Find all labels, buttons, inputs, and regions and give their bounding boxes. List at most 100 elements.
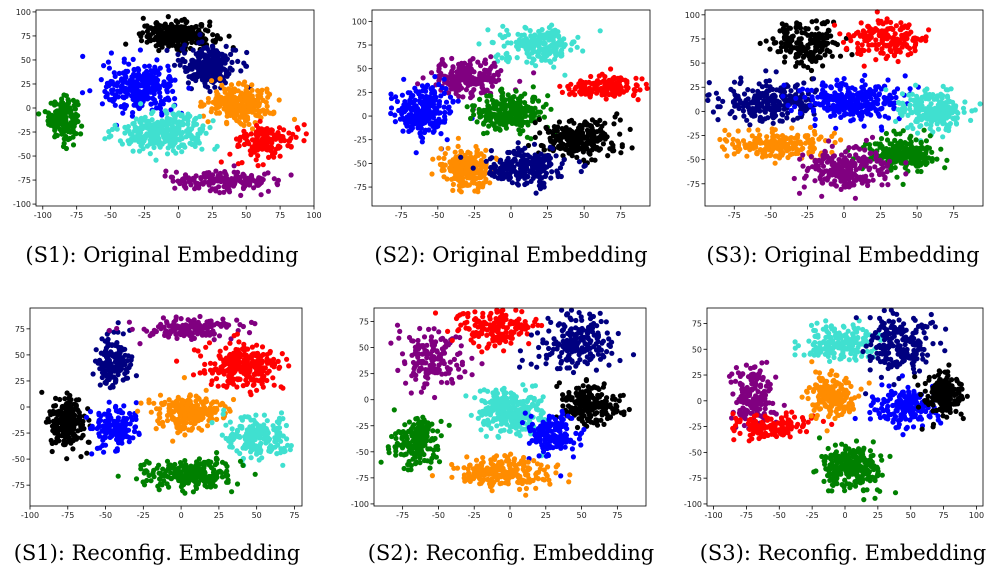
scatter-point: [121, 56, 127, 62]
scatter-point: [413, 150, 419, 156]
scatter-point: [522, 181, 528, 188]
scatter-point: [234, 96, 240, 102]
scatter-point: [839, 93, 845, 99]
scatter-point: [130, 82, 136, 88]
scatter-point: [787, 40, 793, 46]
scatter-point: [481, 59, 488, 65]
y-tick-label: -25: [18, 128, 31, 137]
y-tick-label: -75: [354, 183, 367, 192]
scatter-point: [229, 59, 235, 65]
scatter-point: [388, 91, 394, 97]
scatter-point: [457, 86, 463, 92]
scatter-point: [531, 141, 538, 147]
scatter-point: [798, 59, 804, 65]
scatter-point: [218, 159, 224, 165]
scatter-point: [763, 38, 769, 44]
scatter-point: [837, 53, 844, 59]
scatter-point: [175, 19, 181, 25]
scatter-point: [948, 86, 954, 92]
scatter-point: [301, 122, 307, 128]
scatter-point: [277, 144, 283, 150]
scatter-point: [855, 29, 861, 35]
scatter-point: [829, 96, 835, 102]
scatter-point: [152, 121, 158, 127]
scatter-point: [740, 108, 746, 114]
scatter-point: [764, 90, 770, 96]
scatter-point: [501, 107, 507, 113]
scatter-point: [178, 113, 184, 119]
scatter-point: [142, 114, 148, 120]
scatter-point: [893, 94, 899, 101]
scatter-point: [882, 101, 888, 107]
scatter-point: [460, 94, 466, 100]
scatter-point: [805, 26, 811, 32]
scatter-point: [148, 68, 154, 74]
scatter-point: [215, 34, 221, 41]
scatter-point: [503, 51, 509, 57]
scatter-point: [530, 168, 536, 174]
scatter-point: [559, 89, 565, 95]
scatter-point: [249, 87, 255, 93]
scatter-point: [459, 162, 465, 168]
scatter-point: [522, 100, 528, 106]
scatter-point: [418, 108, 424, 114]
scatter-point: [715, 96, 721, 102]
scatter-point: [402, 99, 408, 105]
scatter-point: [441, 90, 447, 96]
scatter-point: [107, 97, 113, 103]
scatter-point: [772, 160, 778, 166]
scatter-point: [471, 69, 477, 75]
y-tick-label: 0: [362, 112, 367, 121]
scatter-point: [766, 78, 772, 84]
scatter-point: [154, 20, 160, 26]
scatter-point: [187, 140, 193, 146]
scatter-point: [171, 62, 178, 68]
scatter-point: [599, 92, 605, 98]
scatter-point: [488, 93, 494, 99]
scatter-point: [109, 126, 116, 132]
scatter-point: [809, 19, 815, 25]
scatter-point: [607, 82, 613, 88]
scatter-point: [747, 122, 753, 128]
scatter-point: [164, 110, 170, 116]
scatter-point: [251, 149, 257, 155]
scatter-point: [839, 102, 845, 108]
scatter-point: [104, 92, 110, 99]
scatter-point: [483, 158, 489, 164]
scatter-point: [571, 120, 577, 126]
scatter-point: [904, 44, 910, 50]
scatter-point: [757, 40, 763, 47]
scatter-point: [264, 89, 270, 95]
scatter-point: [244, 133, 250, 139]
scatter-point: [919, 103, 925, 109]
scatter-point: [474, 148, 480, 155]
scatter-point: [594, 129, 600, 135]
scatter-point: [57, 102, 63, 108]
scatter-point: [146, 25, 152, 31]
scatter-point: [532, 134, 538, 140]
scatter-point: [87, 88, 93, 94]
scatter-point: [893, 23, 899, 29]
scatter-point: [394, 98, 400, 105]
scatter-point: [603, 86, 609, 92]
scatter-point: [405, 117, 411, 123]
scatter-point: [599, 71, 605, 77]
scatter-point: [211, 73, 217, 79]
scatter-point: [443, 86, 449, 92]
scatter-point: [849, 52, 855, 58]
scatter-point: [242, 110, 248, 117]
scatter-point: [175, 57, 181, 63]
scatter-point: [136, 139, 142, 145]
scatter-point: [153, 100, 159, 106]
scatter-point: [140, 30, 146, 36]
scatter-point: [518, 93, 524, 99]
scatter-point: [144, 39, 150, 45]
scatter-point: [555, 173, 561, 180]
scatter-point: [879, 46, 885, 52]
scatter-point: [303, 131, 309, 137]
scatter-point: [961, 109, 967, 115]
scatter-point: [906, 22, 912, 28]
scatter-point: [173, 169, 179, 175]
scatter-point: [767, 98, 773, 104]
scatter-point: [508, 108, 514, 114]
